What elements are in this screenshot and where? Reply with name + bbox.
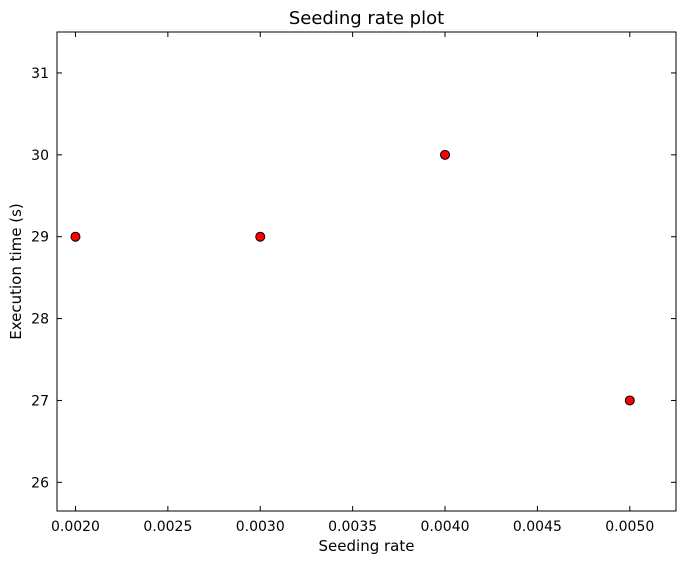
x-tick-label: 0.0020 [51, 519, 100, 535]
x-tick-label: 0.0045 [513, 519, 562, 535]
y-tick-label: 27 [31, 393, 49, 409]
y-tick-label: 28 [31, 312, 49, 328]
chart-title: Seeding rate plot [289, 8, 444, 29]
data-points [70, 149, 635, 406]
y-tick-label: 31 [31, 66, 49, 82]
data-point [255, 231, 266, 242]
axis-ticks [57, 32, 676, 511]
y-tick-label: 26 [31, 475, 49, 491]
y-tick-label: 30 [31, 148, 49, 164]
data-point [624, 395, 635, 406]
x-tick-label: 0.0035 [328, 519, 377, 535]
y-tick-label: 29 [31, 230, 49, 246]
x-tick-label: 0.0030 [236, 519, 285, 535]
x-tick-label: 0.0025 [143, 519, 192, 535]
axis-tick-labels: 0.0020 0.0025 0.0030 0.0035 0.0040 0.0045 0.00… [31, 66, 654, 535]
x-tick-label: 0.0040 [421, 519, 470, 535]
data-point [440, 149, 451, 160]
x-tick-label: 0.0050 [605, 519, 654, 535]
x-axis-title: Seeding rate [319, 537, 415, 555]
y-axis-title: Execution time (s) [7, 203, 25, 340]
data-point [70, 231, 81, 242]
plot-area [56, 31, 677, 512]
